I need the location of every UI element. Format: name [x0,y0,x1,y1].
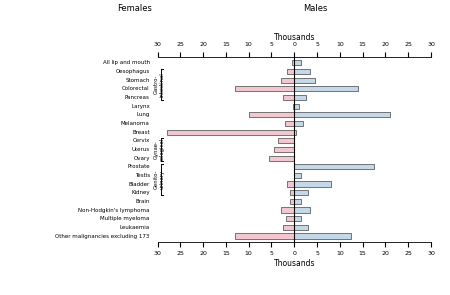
Bar [294,199,301,204]
Bar [235,233,294,239]
Bar [294,216,301,221]
Bar [281,78,294,83]
Bar [294,112,390,117]
Bar [286,216,294,221]
X-axis label: Thousands: Thousands [274,33,315,42]
Bar [283,95,294,100]
Text: Males: Males [303,4,327,14]
Bar [274,147,294,152]
Bar [294,181,331,187]
Bar [293,104,294,109]
Bar [249,112,294,117]
Text: Females: Females [117,4,153,14]
Bar [294,60,301,65]
Bar [279,138,294,143]
Bar [292,60,294,65]
Text: Genito-
urinary: Genito- urinary [153,170,164,189]
Bar [294,225,308,230]
Bar [294,69,310,74]
Bar [285,121,294,126]
Bar [166,130,294,135]
Bar [283,225,294,230]
Bar [235,86,294,91]
Bar [294,95,306,100]
Bar [294,164,374,169]
Text: Gynae-
cological: Gynae- cological [153,138,164,161]
Bar [290,199,294,204]
Bar [294,173,301,178]
Bar [294,130,296,135]
Bar [294,121,303,126]
Bar [288,69,294,74]
Bar [294,86,358,91]
Bar [269,155,294,161]
Bar [288,181,294,187]
Bar [294,104,299,109]
Bar [294,207,310,213]
Bar [290,190,294,195]
Bar [294,233,351,239]
Bar [294,190,308,195]
Text: Gastro-
intestinal: Gastro- intestinal [153,72,164,97]
Bar [281,207,294,213]
Bar [294,78,315,83]
X-axis label: Thousands: Thousands [274,259,315,268]
